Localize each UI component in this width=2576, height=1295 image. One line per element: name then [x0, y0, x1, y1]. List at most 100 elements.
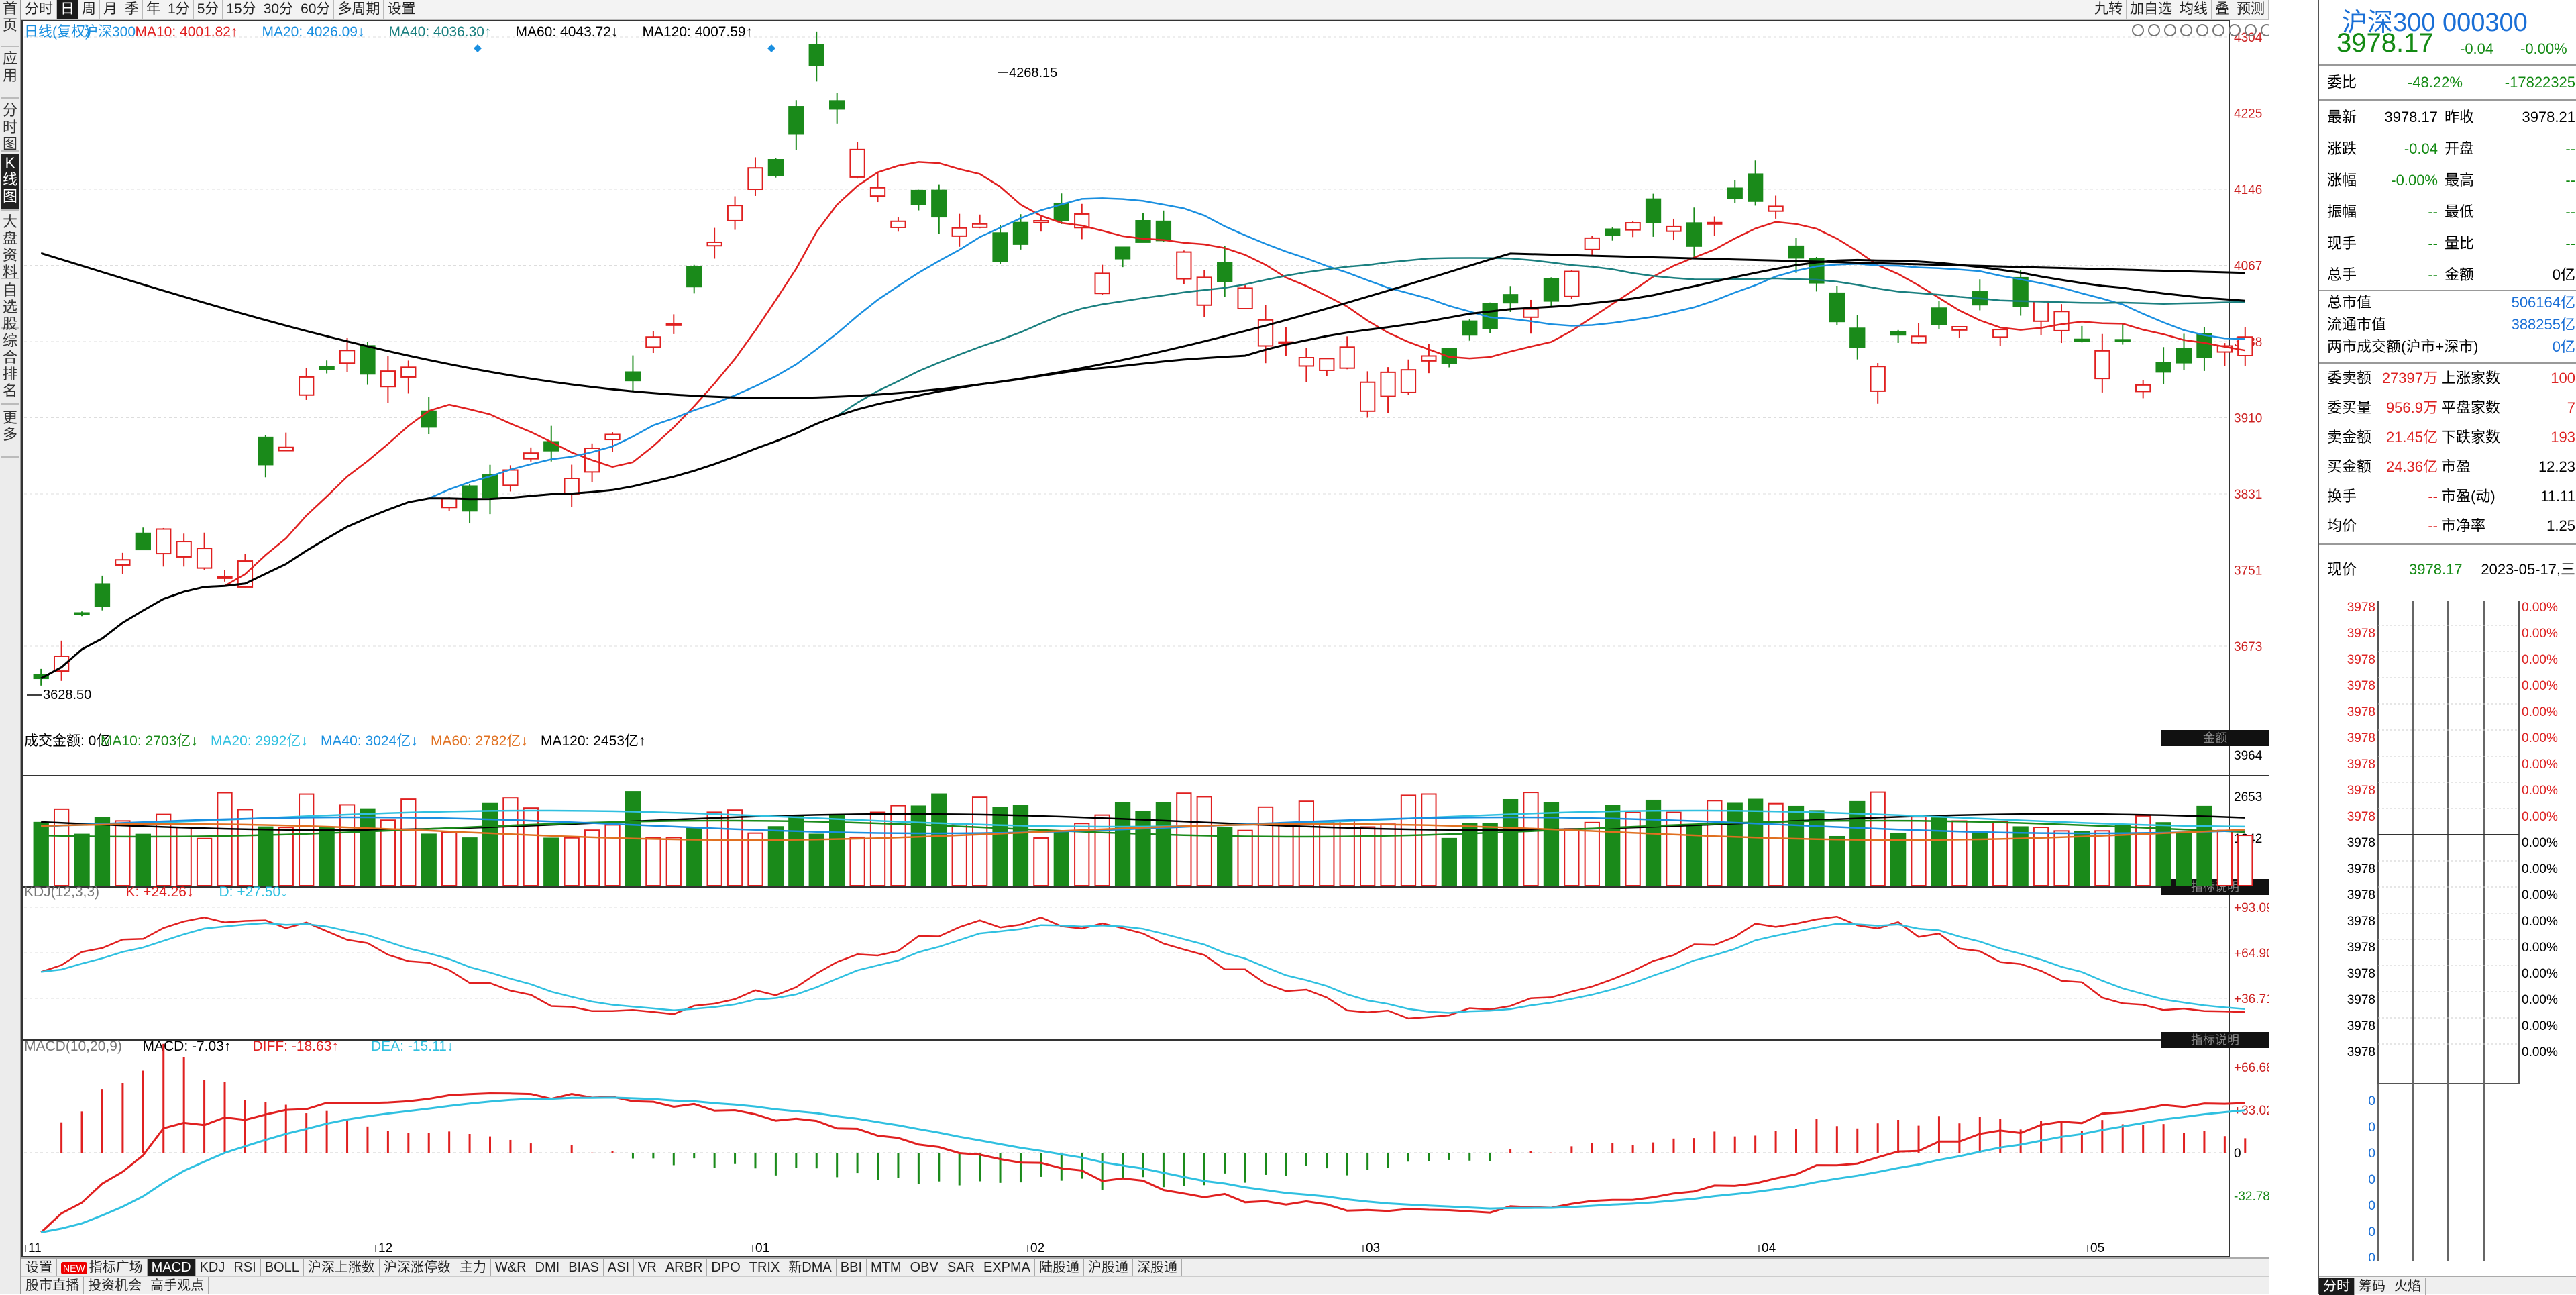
- info-tab[interactable]: 股市直播: [21, 1277, 84, 1294]
- candle-body: [1114, 246, 1131, 260]
- indicator-tab[interactable]: NEW 指标广场: [57, 1259, 148, 1276]
- high-label: 4268.15: [1009, 66, 1057, 81]
- period-button[interactable]: 5分: [194, 0, 223, 19]
- left-nav-item[interactable]: 首页: [1, 0, 19, 47]
- indicator-tab[interactable]: 沪深上涨数: [304, 1259, 380, 1276]
- indicator-tab[interactable]: 新DMA: [784, 1259, 837, 1276]
- price-tick-label: 4304: [2234, 31, 2263, 45]
- volume-bar: [645, 837, 661, 886]
- candle-body: [196, 548, 213, 569]
- tool-button[interactable]: 均线: [2176, 0, 2212, 19]
- indicator-tab[interactable]: ASI: [604, 1259, 635, 1276]
- volume-badge-bg: [2161, 730, 2269, 746]
- period-button[interactable]: 周: [78, 0, 100, 19]
- volume-bar: [1400, 794, 1417, 887]
- indicator-tab[interactable]: SAR: [943, 1259, 979, 1276]
- stats-row: 卖金额 21.45亿 下跌家数 193: [2327, 429, 2575, 446]
- indicator-tab[interactable]: BOLL: [261, 1259, 304, 1276]
- left-nav-item[interactable]: 分时图: [1, 102, 19, 152]
- indicator-tab[interactable]: 陆股通: [1035, 1259, 1084, 1276]
- candle-body: [1605, 228, 1621, 236]
- tool-button[interactable]: 九转: [2091, 0, 2127, 19]
- left-nav-item[interactable]: K线图: [1, 154, 19, 211]
- volume-bar: [1462, 823, 1478, 886]
- event-marker-icon[interactable]: [474, 44, 482, 52]
- indicator-tab[interactable]: EXPMA: [979, 1259, 1035, 1276]
- period-button[interactable]: 设置: [384, 0, 420, 19]
- period-button[interactable]: 月: [100, 0, 121, 19]
- period-button[interactable]: 季: [121, 0, 143, 19]
- undo-icon[interactable]: [2180, 24, 2192, 36]
- indicator-tab[interactable]: 沪深涨停数: [380, 1259, 455, 1276]
- tick-price-label: 3978: [2347, 1045, 2375, 1059]
- indicator-tab[interactable]: MACD: [147, 1259, 196, 1276]
- left-nav-item[interactable]: 更多: [1, 409, 19, 458]
- eye-icon[interactable]: [2132, 24, 2144, 36]
- candle-body: [931, 189, 947, 218]
- volume-bar: [849, 836, 865, 887]
- indicator-tab[interactable]: TRIX: [745, 1259, 785, 1276]
- indicator-tab[interactable]: MTM: [867, 1259, 906, 1276]
- volume-badge[interactable]: 金额: [2203, 731, 2227, 745]
- tool-button[interactable]: 预测: [2233, 0, 2269, 19]
- period-button[interactable]: 年: [143, 0, 164, 19]
- event-marker-icon[interactable]: [767, 44, 775, 52]
- info-tab[interactable]: 投资机会: [84, 1277, 146, 1294]
- tick-price-label: 3978: [2347, 1019, 2375, 1033]
- indicator-tab[interactable]: VR: [634, 1259, 661, 1276]
- indicator-tab[interactable]: 深股通: [1133, 1259, 1182, 1276]
- candle-body: [564, 477, 580, 495]
- period-button[interactable]: 30分: [260, 0, 298, 19]
- period-button[interactable]: 多周期: [334, 0, 384, 19]
- kline-chart-area[interactable]: 日线(复权)沪深300 MA10: 4001.82↑ MA20: 4026.09↓ M…: [21, 20, 2269, 1257]
- indicator-tab[interactable]: W&R: [491, 1259, 531, 1276]
- lock-icon[interactable]: [2212, 24, 2224, 36]
- indicator-tab[interactable]: OBV: [906, 1259, 943, 1276]
- volume-bar: [910, 805, 927, 887]
- candle-body: [1951, 325, 1968, 331]
- candle-body: [258, 436, 274, 466]
- volume-legend-item: MA20: 2992亿↓: [211, 733, 308, 749]
- tool-button[interactable]: 叠: [2212, 0, 2233, 19]
- candle-body: [1012, 221, 1029, 245]
- indicator-tab[interactable]: DPO: [707, 1259, 745, 1276]
- indicator-tab[interactable]: DMI: [531, 1259, 565, 1276]
- minus-icon[interactable]: [2261, 24, 2269, 36]
- indicator-tab[interactable]: 主力: [455, 1259, 491, 1276]
- candle-body: [747, 167, 763, 191]
- right-tab[interactable]: 筹码: [2355, 1278, 2390, 1295]
- candle-body: [278, 446, 294, 452]
- left-nav-item[interactable]: 应用: [1, 50, 19, 99]
- zoom-out-icon[interactable]: [2148, 24, 2160, 36]
- period-button[interactable]: 1分: [164, 0, 194, 19]
- indicator-tab[interactable]: BIAS: [564, 1259, 604, 1276]
- period-button[interactable]: 15分: [223, 0, 260, 19]
- left-nav-item[interactable]: 自选股: [1, 282, 19, 332]
- indicator-tab[interactable]: KDJ: [196, 1259, 230, 1276]
- period-button[interactable]: 日: [57, 0, 78, 19]
- period-button[interactable]: 分时: [21, 0, 57, 19]
- indicator-tab[interactable]: 设置: [21, 1259, 57, 1276]
- zoom-in-icon[interactable]: [2164, 24, 2176, 36]
- indicator-tab[interactable]: BBI: [837, 1259, 867, 1276]
- add-icon[interactable]: [2245, 24, 2257, 36]
- left-nav-item[interactable]: 综合排名: [1, 332, 19, 405]
- candle-body: [1666, 225, 1682, 232]
- candle-body: [2176, 348, 2192, 364]
- indicator-tab[interactable]: ARBR: [661, 1259, 708, 1276]
- tool-button[interactable]: 加自选: [2127, 0, 2176, 19]
- macd-badge[interactable]: 指标说明: [2191, 1033, 2239, 1047]
- redo-icon[interactable]: [2196, 24, 2208, 36]
- info-tab[interactable]: 高手观点: [146, 1277, 209, 1294]
- left-nav-item[interactable]: 大盘资料: [1, 213, 19, 280]
- settings-icon[interactable]: [2229, 24, 2241, 36]
- right-tab[interactable]: 火焰: [2390, 1278, 2426, 1295]
- right-tab[interactable]: 分时: [2319, 1278, 2355, 1295]
- volume-bar: [767, 826, 784, 887]
- volume-bar: [971, 796, 988, 887]
- tick-price-label: 3978: [2347, 836, 2375, 850]
- macd-badge-bg: [2161, 1032, 2269, 1048]
- period-button[interactable]: 60分: [297, 0, 335, 19]
- indicator-tab[interactable]: RSI: [229, 1259, 261, 1276]
- indicator-tab[interactable]: 沪股通: [1084, 1259, 1133, 1276]
